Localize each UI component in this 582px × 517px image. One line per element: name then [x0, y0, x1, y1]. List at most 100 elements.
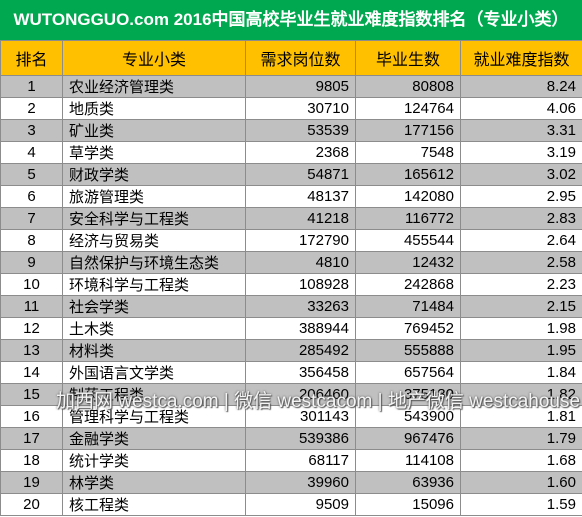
table-cell: 金融学类	[62, 427, 246, 450]
table-body: 1 农业经济管理类 9805 80808 8.24 2 地质类 30710 124764 4.06…	[0, 75, 582, 516]
header-cell: 毕业生数	[355, 40, 461, 76]
table-cell: 301143	[245, 405, 356, 428]
table-cell: 10	[0, 273, 63, 296]
table-cell: 12432	[355, 251, 461, 274]
table-row: 10 环境科学与工程类 108928 242868 2.23	[0, 273, 582, 296]
table-cell: 68117	[245, 449, 356, 472]
table-cell: 555888	[355, 339, 461, 362]
table-cell: 2.83	[460, 207, 582, 230]
table-cell: 71484	[355, 295, 461, 318]
table-cell: 6	[0, 185, 63, 208]
table-cell: 769452	[355, 317, 461, 340]
table-cell: 18	[0, 449, 63, 472]
table-cell: 5	[0, 163, 63, 186]
table-row: 18 统计学类 68117 114108 1.68	[0, 449, 582, 472]
table-row: 4 草学类 2368 7548 3.19	[0, 141, 582, 164]
table-cell: 农业经济管理类	[62, 75, 246, 98]
table-cell: 48137	[245, 185, 356, 208]
table-cell: 9	[0, 251, 63, 274]
table-cell: 967476	[355, 427, 461, 450]
table-cell: 39960	[245, 471, 356, 494]
table-cell: 53539	[245, 119, 356, 142]
table-cell: 16	[0, 405, 63, 428]
table-cell: 63936	[355, 471, 461, 494]
table-cell: 1.68	[460, 449, 582, 472]
table-row: 17 金融学类 539386 967476 1.79	[0, 427, 582, 450]
table-cell: 管理科学与工程类	[62, 405, 246, 428]
header-row: 排名 专业小类 需求岗位数 毕业生数 就业难度指数	[0, 40, 582, 76]
table-cell: 543900	[355, 405, 461, 428]
table-cell: 自然保护与环境生态类	[62, 251, 246, 274]
table-cell: 8	[0, 229, 63, 252]
table-row: 5 财政学类 54871 165612 3.02	[0, 163, 582, 186]
header-cell: 专业小类	[62, 40, 246, 76]
table-row: 14 外国语言文学类 356458 657564 1.84	[0, 361, 582, 384]
table-cell: 206460	[245, 383, 356, 406]
table-cell: 11	[0, 295, 63, 318]
table-cell: 7	[0, 207, 63, 230]
watermark: 加西网 westca.com | 微信 westcacom | 地产微信 wes…	[56, 391, 581, 412]
table-cell: 108928	[245, 273, 356, 296]
table-cell: 2.64	[460, 229, 582, 252]
table-cell: 19	[0, 471, 63, 494]
table-cell: 4810	[245, 251, 356, 274]
table-cell: 285492	[245, 339, 356, 362]
table-cell: 9509	[245, 493, 356, 516]
table-cell: 1.59	[460, 493, 582, 516]
table-cell: 172790	[245, 229, 356, 252]
table-cell: 3	[0, 119, 63, 142]
table-cell: 1.60	[460, 471, 582, 494]
table-cell: 社会学类	[62, 295, 246, 318]
table-cell: 矿业类	[62, 119, 246, 142]
table-cell: 安全科学与工程类	[62, 207, 246, 230]
table-row: 7 安全科学与工程类 41218 116772 2.83	[0, 207, 582, 230]
table-cell: 8.24	[460, 75, 582, 98]
table-row: 2 地质类 30710 124764 4.06	[0, 97, 582, 120]
table-cell: 4	[0, 141, 63, 164]
table-row: 19 林学类 39960 63936 1.60	[0, 471, 582, 494]
table-cell: 41218	[245, 207, 356, 230]
table-cell: 242868	[355, 273, 461, 296]
table-cell: 142080	[355, 185, 461, 208]
table-cell: 12	[0, 317, 63, 340]
table-cell: 2.15	[460, 295, 582, 318]
table-cell: 30710	[245, 97, 356, 120]
table-cell: 1.98	[460, 317, 582, 340]
table-cell: 环境科学与工程类	[62, 273, 246, 296]
table-cell: 林学类	[62, 471, 246, 494]
table-cell: 草学类	[62, 141, 246, 164]
table-cell: 80808	[355, 75, 461, 98]
table-cell: 2	[0, 97, 63, 120]
table-row: 15 制药工程类 206460 375180 1.82	[0, 383, 582, 406]
table-cell: 地质类	[62, 97, 246, 120]
table-row: 20 核工程类 9509 15096 1.59	[0, 493, 582, 516]
table-cell: 7548	[355, 141, 461, 164]
table-cell: 33263	[245, 295, 356, 318]
table-cell: 20	[0, 493, 63, 516]
table-cell: 2368	[245, 141, 356, 164]
table-cell: 1.84	[460, 361, 582, 384]
table-cell: 116772	[355, 207, 461, 230]
header-cell: 需求岗位数	[245, 40, 356, 76]
table-row: 12 土木类 388944 769452 1.98	[0, 317, 582, 340]
table-row: 9 自然保护与环境生态类 4810 12432 2.58	[0, 251, 582, 274]
table-cell: 统计学类	[62, 449, 246, 472]
table-cell: 2.95	[460, 185, 582, 208]
table-cell: 177156	[355, 119, 461, 142]
table-cell: 15096	[355, 493, 461, 516]
table-cell: 15	[0, 383, 63, 406]
table-row: 6 旅游管理类 48137 142080 2.95	[0, 185, 582, 208]
table-row: 8 经济与贸易类 172790 455544 2.64	[0, 229, 582, 252]
table-cell: 14	[0, 361, 63, 384]
table-cell: 539386	[245, 427, 356, 450]
title: WUTONGGUO.com 2016中国高校毕业生就业难度指数排名（专业小类）	[0, 0, 582, 40]
table-cell: 3.19	[460, 141, 582, 164]
table-row: 13 材料类 285492 555888 1.95	[0, 339, 582, 362]
table-cell: 核工程类	[62, 493, 246, 516]
table-cell: 3.02	[460, 163, 582, 186]
table-cell: 3.31	[460, 119, 582, 142]
table-row: 1 农业经济管理类 9805 80808 8.24	[0, 75, 582, 98]
table-cell: 材料类	[62, 339, 246, 362]
table-cell: 1.79	[460, 427, 582, 450]
